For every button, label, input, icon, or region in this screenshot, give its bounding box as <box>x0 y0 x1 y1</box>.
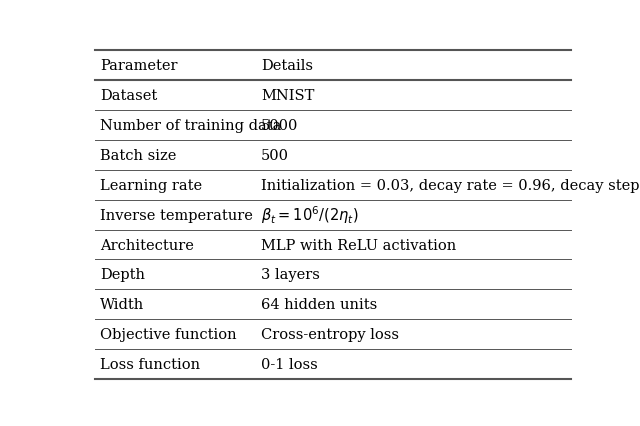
Text: Inverse temperature: Inverse temperature <box>100 208 253 222</box>
Text: Parameter: Parameter <box>100 59 177 73</box>
Text: Architecture: Architecture <box>100 238 194 252</box>
Text: 5000: 5000 <box>261 119 298 132</box>
Text: 3 layers: 3 layers <box>261 268 320 282</box>
Text: Objective function: Objective function <box>100 328 236 341</box>
Text: Loss function: Loss function <box>100 357 200 371</box>
Text: $\beta_t = 10^6/(2\eta_t)$: $\beta_t = 10^6/(2\eta_t)$ <box>261 204 358 226</box>
Text: Learning rate: Learning rate <box>100 178 202 192</box>
Text: 0-1 loss: 0-1 loss <box>261 357 318 371</box>
Text: 500: 500 <box>261 149 289 162</box>
Text: Dataset: Dataset <box>100 89 157 103</box>
Text: 64 hidden units: 64 hidden units <box>261 298 378 311</box>
Text: Width: Width <box>100 298 144 311</box>
Text: Cross-entropy loss: Cross-entropy loss <box>261 328 399 341</box>
Text: MNIST: MNIST <box>261 89 314 103</box>
Text: Details: Details <box>261 59 313 73</box>
Text: Number of training data: Number of training data <box>100 119 281 132</box>
Text: Batch size: Batch size <box>100 149 176 162</box>
Text: MLP with ReLU activation: MLP with ReLU activation <box>261 238 456 252</box>
Text: Depth: Depth <box>100 268 145 282</box>
Text: Initialization = 0.03, decay rate = 0.96, decay steps=2000: Initialization = 0.03, decay rate = 0.96… <box>261 178 640 192</box>
